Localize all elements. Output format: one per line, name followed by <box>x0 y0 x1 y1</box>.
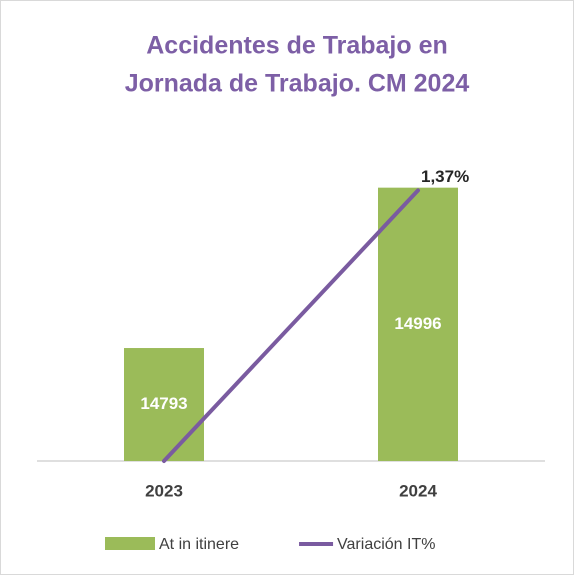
legend-swatch <box>105 537 155 550</box>
x-tick-label: 2024 <box>399 481 437 500</box>
x-tick-label: 2023 <box>145 481 183 500</box>
bar-label: 14996 <box>394 314 441 333</box>
line-label: 1,37% <box>421 167 469 186</box>
bar <box>124 348 204 461</box>
chart-title: Accidentes de Trabajo en <box>146 32 448 60</box>
bar <box>378 187 458 461</box>
chart-title: Jornada de Trabajo. CM 2024 <box>125 70 470 98</box>
line <box>162 188 420 463</box>
bar-label: 14793 <box>140 394 187 413</box>
legend-label: Variación IT% <box>337 536 435 553</box>
legend-label: At in itinere <box>159 536 239 553</box>
